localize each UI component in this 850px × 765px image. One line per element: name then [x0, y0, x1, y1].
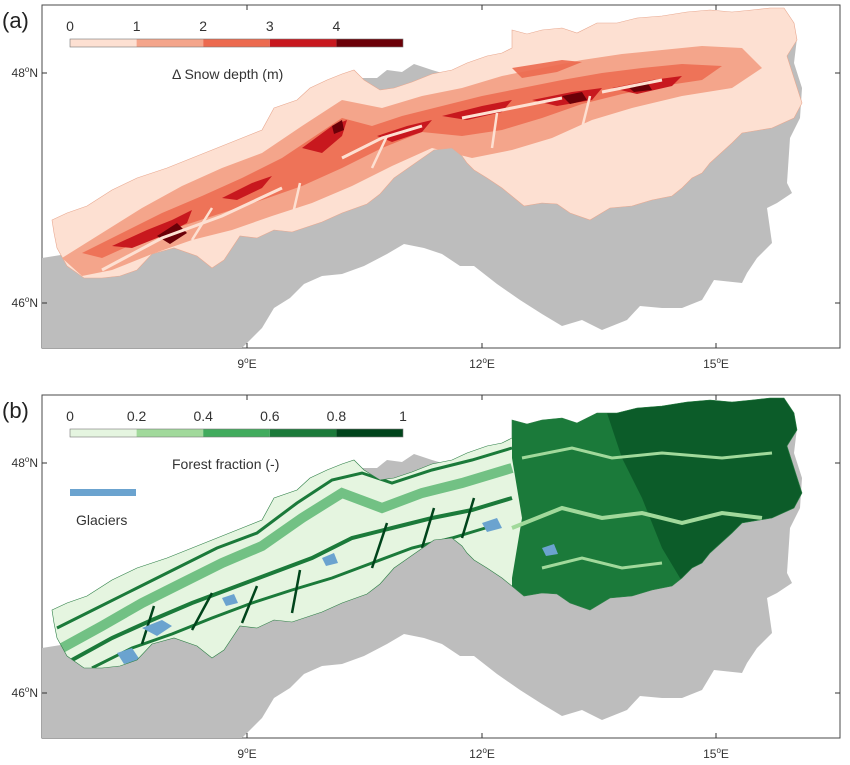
panel-a-map	[42, 7, 803, 348]
colorbar-tick-label: 1	[133, 18, 141, 34]
panel-b-colorbar: 0 0.2 0.4 0.6 0.8 1 Forest fraction (-)	[66, 408, 407, 472]
glacier-legend: Glaciers	[70, 489, 136, 528]
colorbar-segment	[269, 39, 337, 47]
colorbar-segment	[203, 429, 270, 437]
colorbar-segment	[136, 39, 204, 47]
colorbar-segment	[269, 429, 337, 437]
colorbar-segment	[70, 429, 137, 437]
colorbar-segment	[336, 429, 403, 437]
y-tick-label: 46oN	[12, 685, 38, 700]
colorbar-tick-label: 1	[399, 408, 407, 424]
panel-a-label: (a)	[2, 8, 29, 33]
panel-b-colorbar-title: Forest fraction (-)	[172, 456, 279, 472]
colorbar-segment	[336, 39, 403, 47]
x-tick-label: 9oE	[237, 356, 256, 371]
colorbar-tick-label: 3	[266, 18, 274, 34]
x-tick-label: 15oE	[703, 356, 729, 371]
colorbar-segment	[70, 39, 137, 47]
x-tick-label: 15oE	[703, 746, 729, 761]
colorbar-tick-label: 0.6	[260, 408, 280, 424]
panel-a-colorbar: 0 1 2 3 4 Δ Snow depth (m)	[66, 18, 404, 82]
panel-a-colorbar-title: Δ Snow depth (m)	[172, 66, 283, 82]
x-tick-label: 12oE	[469, 356, 495, 371]
colorbar-tick-label: 4	[333, 18, 341, 34]
x-tick-label: 9oE	[237, 746, 256, 761]
panel-b-axes: 9oE 12oE 15oE 48oN 46oN	[12, 395, 840, 761]
colorbar-tick-label: 0.8	[327, 408, 347, 424]
colorbar-tick-label: 2	[199, 18, 207, 34]
y-tick-label: 48oN	[12, 65, 38, 80]
glacier-legend-label: Glaciers	[76, 512, 127, 528]
y-tick-label: 46oN	[12, 295, 38, 310]
x-tick-label: 12oE	[469, 746, 495, 761]
panel-b-map	[42, 397, 803, 738]
colorbar-segment	[203, 39, 270, 47]
colorbar-tick-label: 0	[66, 18, 74, 34]
panel-a: (a)	[2, 4, 841, 371]
glacier-legend-swatch	[70, 489, 136, 496]
colorbar-tick-label: 0	[66, 408, 74, 424]
y-tick-label: 48oN	[12, 455, 38, 470]
colorbar-tick-label: 0.2	[127, 408, 147, 424]
panel-b: (b)	[2, 394, 841, 761]
colorbar-tick-label: 0.4	[193, 408, 213, 424]
colorbar-segment	[136, 429, 204, 437]
panel-a-axes: 9oE 12oE 15oE 48oN 46oN	[12, 5, 840, 371]
panel-b-label: (b)	[2, 398, 29, 423]
